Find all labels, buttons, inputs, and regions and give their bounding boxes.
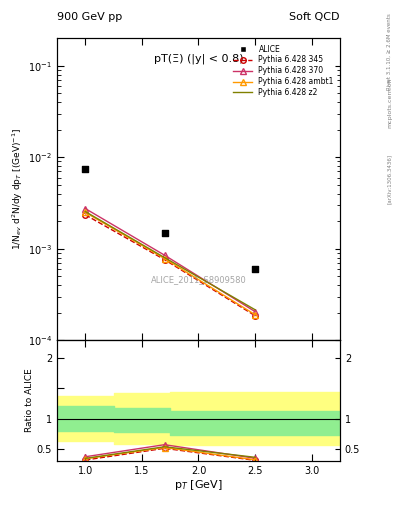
Pythia 6.428 345 (83, 212, 88, 218)
Pythia 6.428 ambt1 (253, 312, 257, 318)
ALICE (252, 265, 258, 273)
X-axis label: p$_T$ [GeV]: p$_T$ [GeV] (174, 478, 223, 493)
Text: [arXiv:1306.3436]: [arXiv:1306.3436] (387, 154, 392, 204)
Text: 900 GeV pp: 900 GeV pp (57, 12, 122, 22)
Pythia 6.428 z2 (253, 307, 257, 313)
Text: Soft QCD: Soft QCD (290, 12, 340, 22)
Legend: ALICE, Pythia 6.428 345, Pythia 6.428 370, Pythia 6.428 ambt1, Pythia 6.428 z2: ALICE, Pythia 6.428 345, Pythia 6.428 37… (231, 42, 336, 99)
Line: Pythia 6.428 370: Pythia 6.428 370 (83, 206, 258, 314)
Pythia 6.428 z2 (83, 208, 88, 215)
Y-axis label: Ratio to ALICE: Ratio to ALICE (25, 369, 34, 432)
Pythia 6.428 370 (83, 205, 88, 211)
Text: ALICE_2011_S8909580: ALICE_2011_S8909580 (151, 275, 246, 284)
Line: Pythia 6.428 ambt1: Pythia 6.428 ambt1 (83, 209, 258, 317)
Pythia 6.428 ambt1 (162, 255, 167, 262)
ALICE (82, 165, 88, 173)
Text: pT(Ξ) (|y| < 0.8): pT(Ξ) (|y| < 0.8) (154, 53, 243, 64)
Y-axis label: 1/N$_{ev}$ d$^2$N/dy dp$_T$ [(GeV)$^{-1}$]: 1/N$_{ev}$ d$^2$N/dy dp$_T$ [(GeV)$^{-1}… (11, 128, 25, 250)
Line: Pythia 6.428 z2: Pythia 6.428 z2 (85, 211, 255, 310)
Text: mcplots.cern.ch: mcplots.cern.ch (387, 77, 392, 127)
Pythia 6.428 345 (253, 313, 257, 319)
Line: Pythia 6.428 345: Pythia 6.428 345 (83, 212, 258, 318)
Pythia 6.428 ambt1 (83, 209, 88, 216)
Text: Rivet 3.1.10, ≥ 2.6M events: Rivet 3.1.10, ≥ 2.6M events (387, 13, 392, 90)
Pythia 6.428 345 (162, 257, 167, 263)
ALICE (162, 228, 168, 237)
Pythia 6.428 370 (253, 309, 257, 315)
Pythia 6.428 z2 (162, 254, 167, 261)
Pythia 6.428 370 (162, 252, 167, 258)
